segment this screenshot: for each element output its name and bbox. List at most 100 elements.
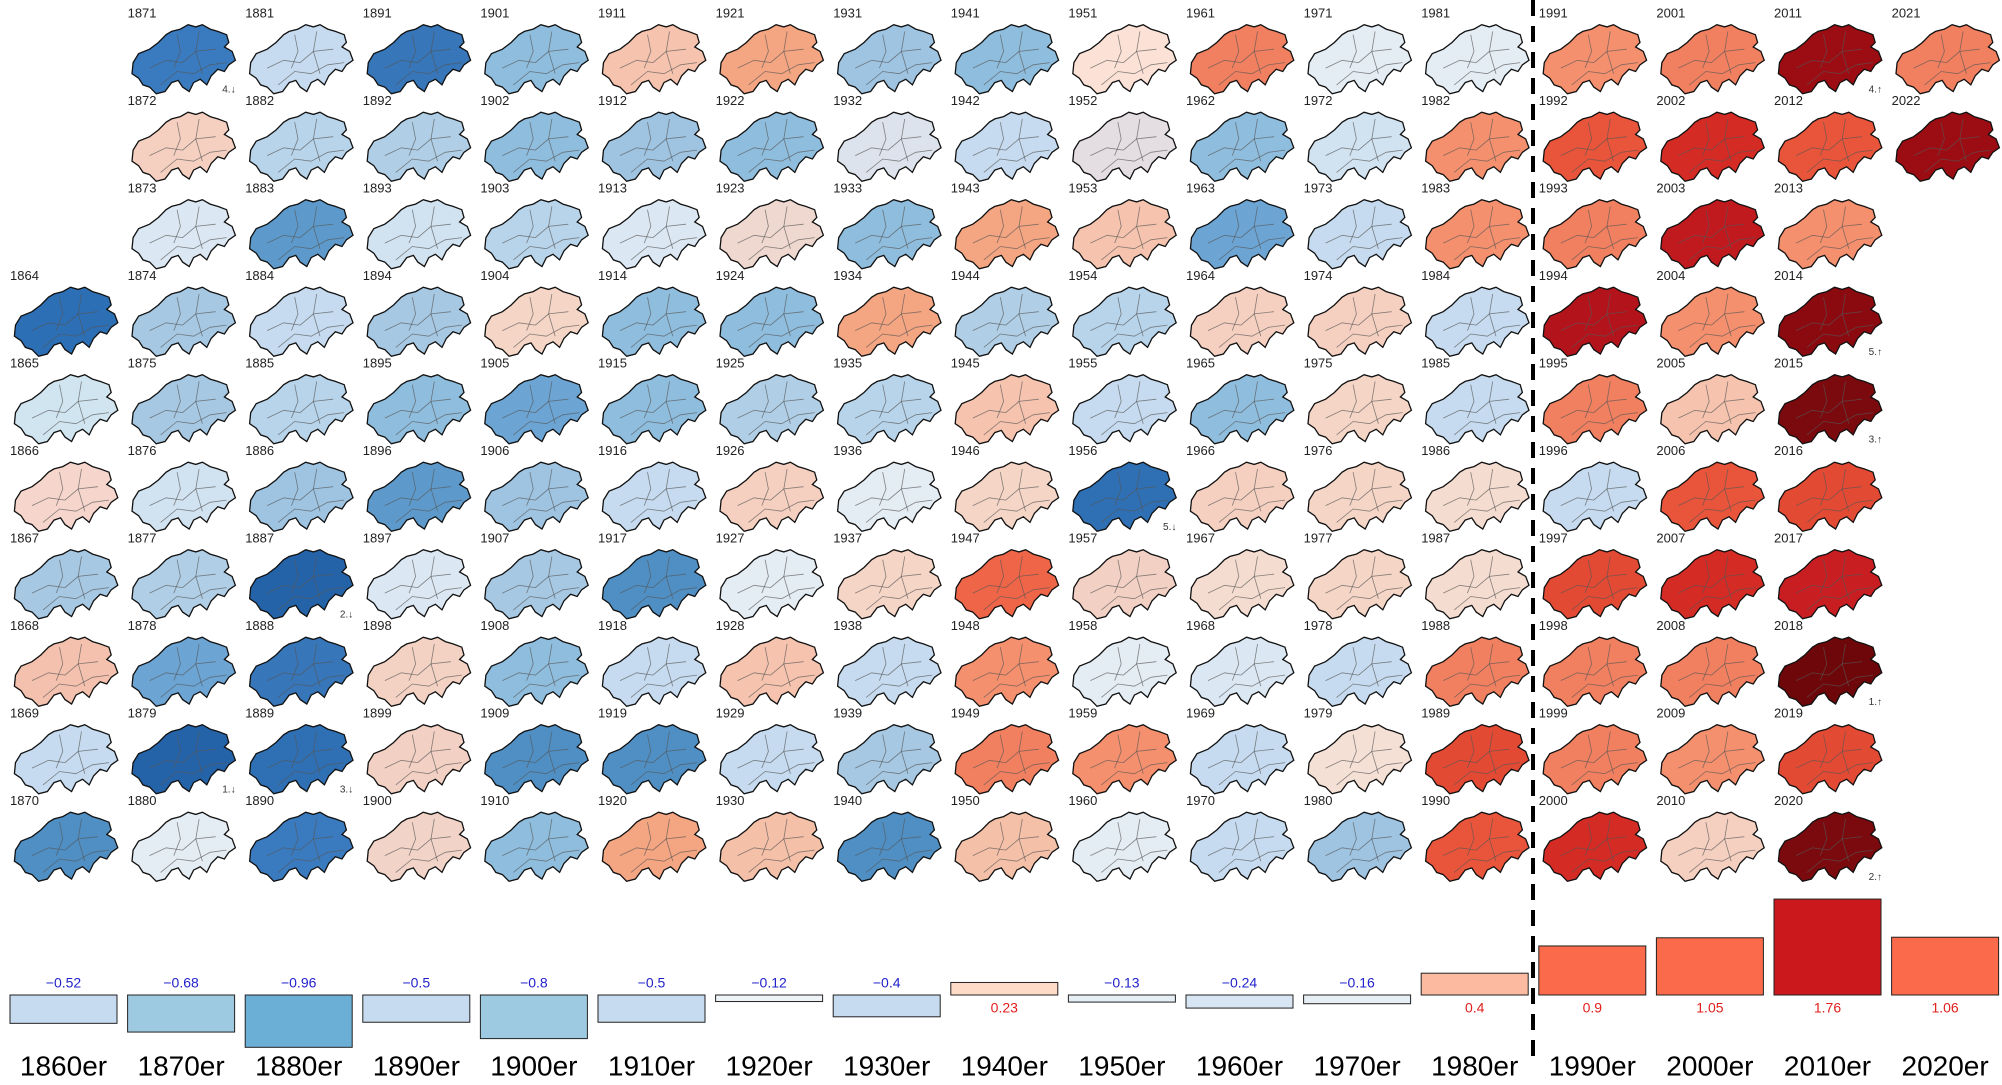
year-label: 1999: [1539, 705, 1568, 720]
year-label: 1989: [1421, 705, 1450, 720]
year-label: 1904: [480, 268, 509, 283]
year-label: 1961: [1186, 5, 1215, 20]
year-label: 1873: [128, 180, 157, 195]
year-label: 1987: [1421, 530, 1450, 545]
decade-label: 2020er: [1902, 1050, 1989, 1081]
map: [485, 462, 588, 531]
year-label: 1939: [833, 705, 862, 720]
map: [602, 462, 705, 531]
map: [1073, 112, 1176, 181]
year-label: 2017: [1774, 530, 1803, 545]
year-label: 1893: [363, 180, 392, 195]
map: [1543, 812, 1646, 881]
year-label: 1924: [716, 268, 745, 283]
year-label: 1950: [951, 793, 980, 808]
map: [1426, 200, 1529, 269]
map: [132, 112, 235, 181]
year-label: 1932: [833, 93, 862, 108]
rank-label: 3.↑: [1869, 435, 1882, 446]
value-label: −0.5: [638, 975, 666, 991]
year-label: 2004: [1656, 268, 1685, 283]
year-label: 1962: [1186, 93, 1215, 108]
year-label: 1883: [245, 180, 274, 195]
chart: 186418651866186718681869187018714.↓18721…: [0, 0, 2002, 1085]
year-label: 1952: [1068, 93, 1097, 108]
year-label: 1888: [245, 618, 274, 633]
value-label: −0.68: [163, 975, 199, 991]
year-label: 2008: [1656, 618, 1685, 633]
year-label: 1949: [951, 705, 980, 720]
year-label: 1879: [128, 705, 157, 720]
value-label: −0.5: [402, 975, 430, 991]
year-label: 1943: [951, 180, 980, 195]
year-label: 1890: [245, 793, 274, 808]
value-label: 0.4: [1465, 1000, 1485, 1016]
map: [602, 112, 705, 181]
year-label: 1912: [598, 93, 627, 108]
map: [1661, 112, 1764, 181]
year-label: 1916: [598, 443, 627, 458]
map: [1073, 287, 1176, 356]
year-label: 1976: [1304, 443, 1333, 458]
map: [367, 287, 470, 356]
map: [132, 812, 235, 881]
value-label: 1.76: [1814, 1000, 1841, 1016]
year-label: 1925: [716, 355, 745, 370]
map: [1543, 550, 1646, 619]
year-label: 2000: [1539, 793, 1568, 808]
year-label: 1865: [10, 355, 39, 370]
map: [1661, 725, 1764, 794]
map: [838, 462, 941, 531]
decade-label: 1950er: [1078, 1050, 1165, 1081]
year-label: 2006: [1656, 443, 1685, 458]
map: [1073, 25, 1176, 94]
map: [1661, 550, 1764, 619]
map: [485, 725, 588, 794]
year-label: 1992: [1539, 93, 1568, 108]
year-label: 1911: [598, 5, 626, 20]
year-label: 1938: [833, 618, 862, 633]
year-label: 1997: [1539, 530, 1568, 545]
map: [1543, 200, 1646, 269]
year-label: 1928: [716, 618, 745, 633]
year-label: 2022: [1892, 93, 1921, 108]
year-label: 1974: [1304, 268, 1333, 283]
value-label: −0.52: [46, 975, 82, 991]
year-label: 1991: [1539, 5, 1568, 20]
value-label: 1.05: [1696, 1000, 1723, 1016]
bar: [480, 995, 587, 1039]
year-label: 1923: [716, 180, 745, 195]
map: [132, 725, 235, 794]
map: [602, 375, 705, 444]
map: [602, 725, 705, 794]
year-label: 1941: [951, 5, 980, 20]
decade-label: 1960er: [1196, 1050, 1283, 1081]
bar: [1539, 946, 1646, 995]
map: [1778, 462, 1881, 531]
map: [1190, 550, 1293, 619]
bar: [1304, 995, 1411, 1004]
map: [1543, 25, 1646, 94]
year-label: 1990: [1421, 793, 1450, 808]
value-label: −0.96: [281, 975, 317, 991]
year-label: 1931: [833, 5, 862, 20]
map: [955, 200, 1058, 269]
bar: [1656, 938, 1763, 995]
map: [720, 287, 823, 356]
year-label: 1988: [1421, 618, 1450, 633]
year-label: 1953: [1068, 180, 1097, 195]
year-label: 1983: [1421, 180, 1450, 195]
year-label: 1895: [363, 355, 392, 370]
map: [250, 550, 353, 619]
map: [955, 112, 1058, 181]
year-label: 1973: [1304, 180, 1333, 195]
year-label: 1948: [951, 618, 980, 633]
map: [955, 287, 1058, 356]
year-label: 1982: [1421, 93, 1450, 108]
rank-label: 1.↓: [222, 785, 235, 796]
year-label: 1937: [833, 530, 862, 545]
year-label: 2016: [1774, 443, 1803, 458]
map: [838, 725, 941, 794]
map: [838, 375, 941, 444]
map: [1426, 112, 1529, 181]
